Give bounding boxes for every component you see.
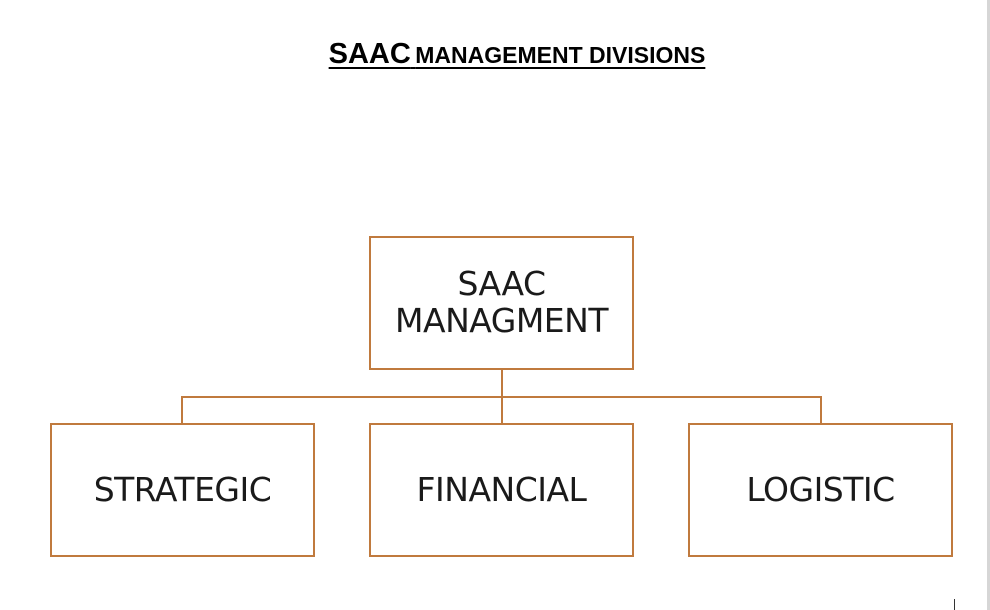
child-node-label: LOGISTIC	[746, 469, 895, 509]
title-part-1: SAAC	[328, 38, 411, 70]
child-node-label: FINANCIAL	[416, 469, 587, 509]
page-edge	[987, 0, 990, 610]
child-node-label: STRATEGIC	[93, 469, 272, 509]
child-node-strategic: STRATEGIC	[50, 423, 315, 557]
root-label-line-2: MANAGMENT	[395, 301, 608, 340]
corner-mark	[954, 599, 955, 610]
root-label-line-1: SAAC	[457, 264, 546, 304]
child-node-logistic: LOGISTIC	[688, 423, 953, 557]
child-node-financial: FINANCIAL	[369, 423, 634, 557]
root-node-label: SAAC MANAGMENT	[395, 264, 608, 340]
root-node-saac-management: SAAC MANAGMENT	[369, 236, 634, 370]
diagram-title: SAAC MANAGEMENT DIVISIONS	[0, 38, 990, 71]
title-part-2: MANAGEMENT DIVISIONS	[415, 42, 706, 68]
